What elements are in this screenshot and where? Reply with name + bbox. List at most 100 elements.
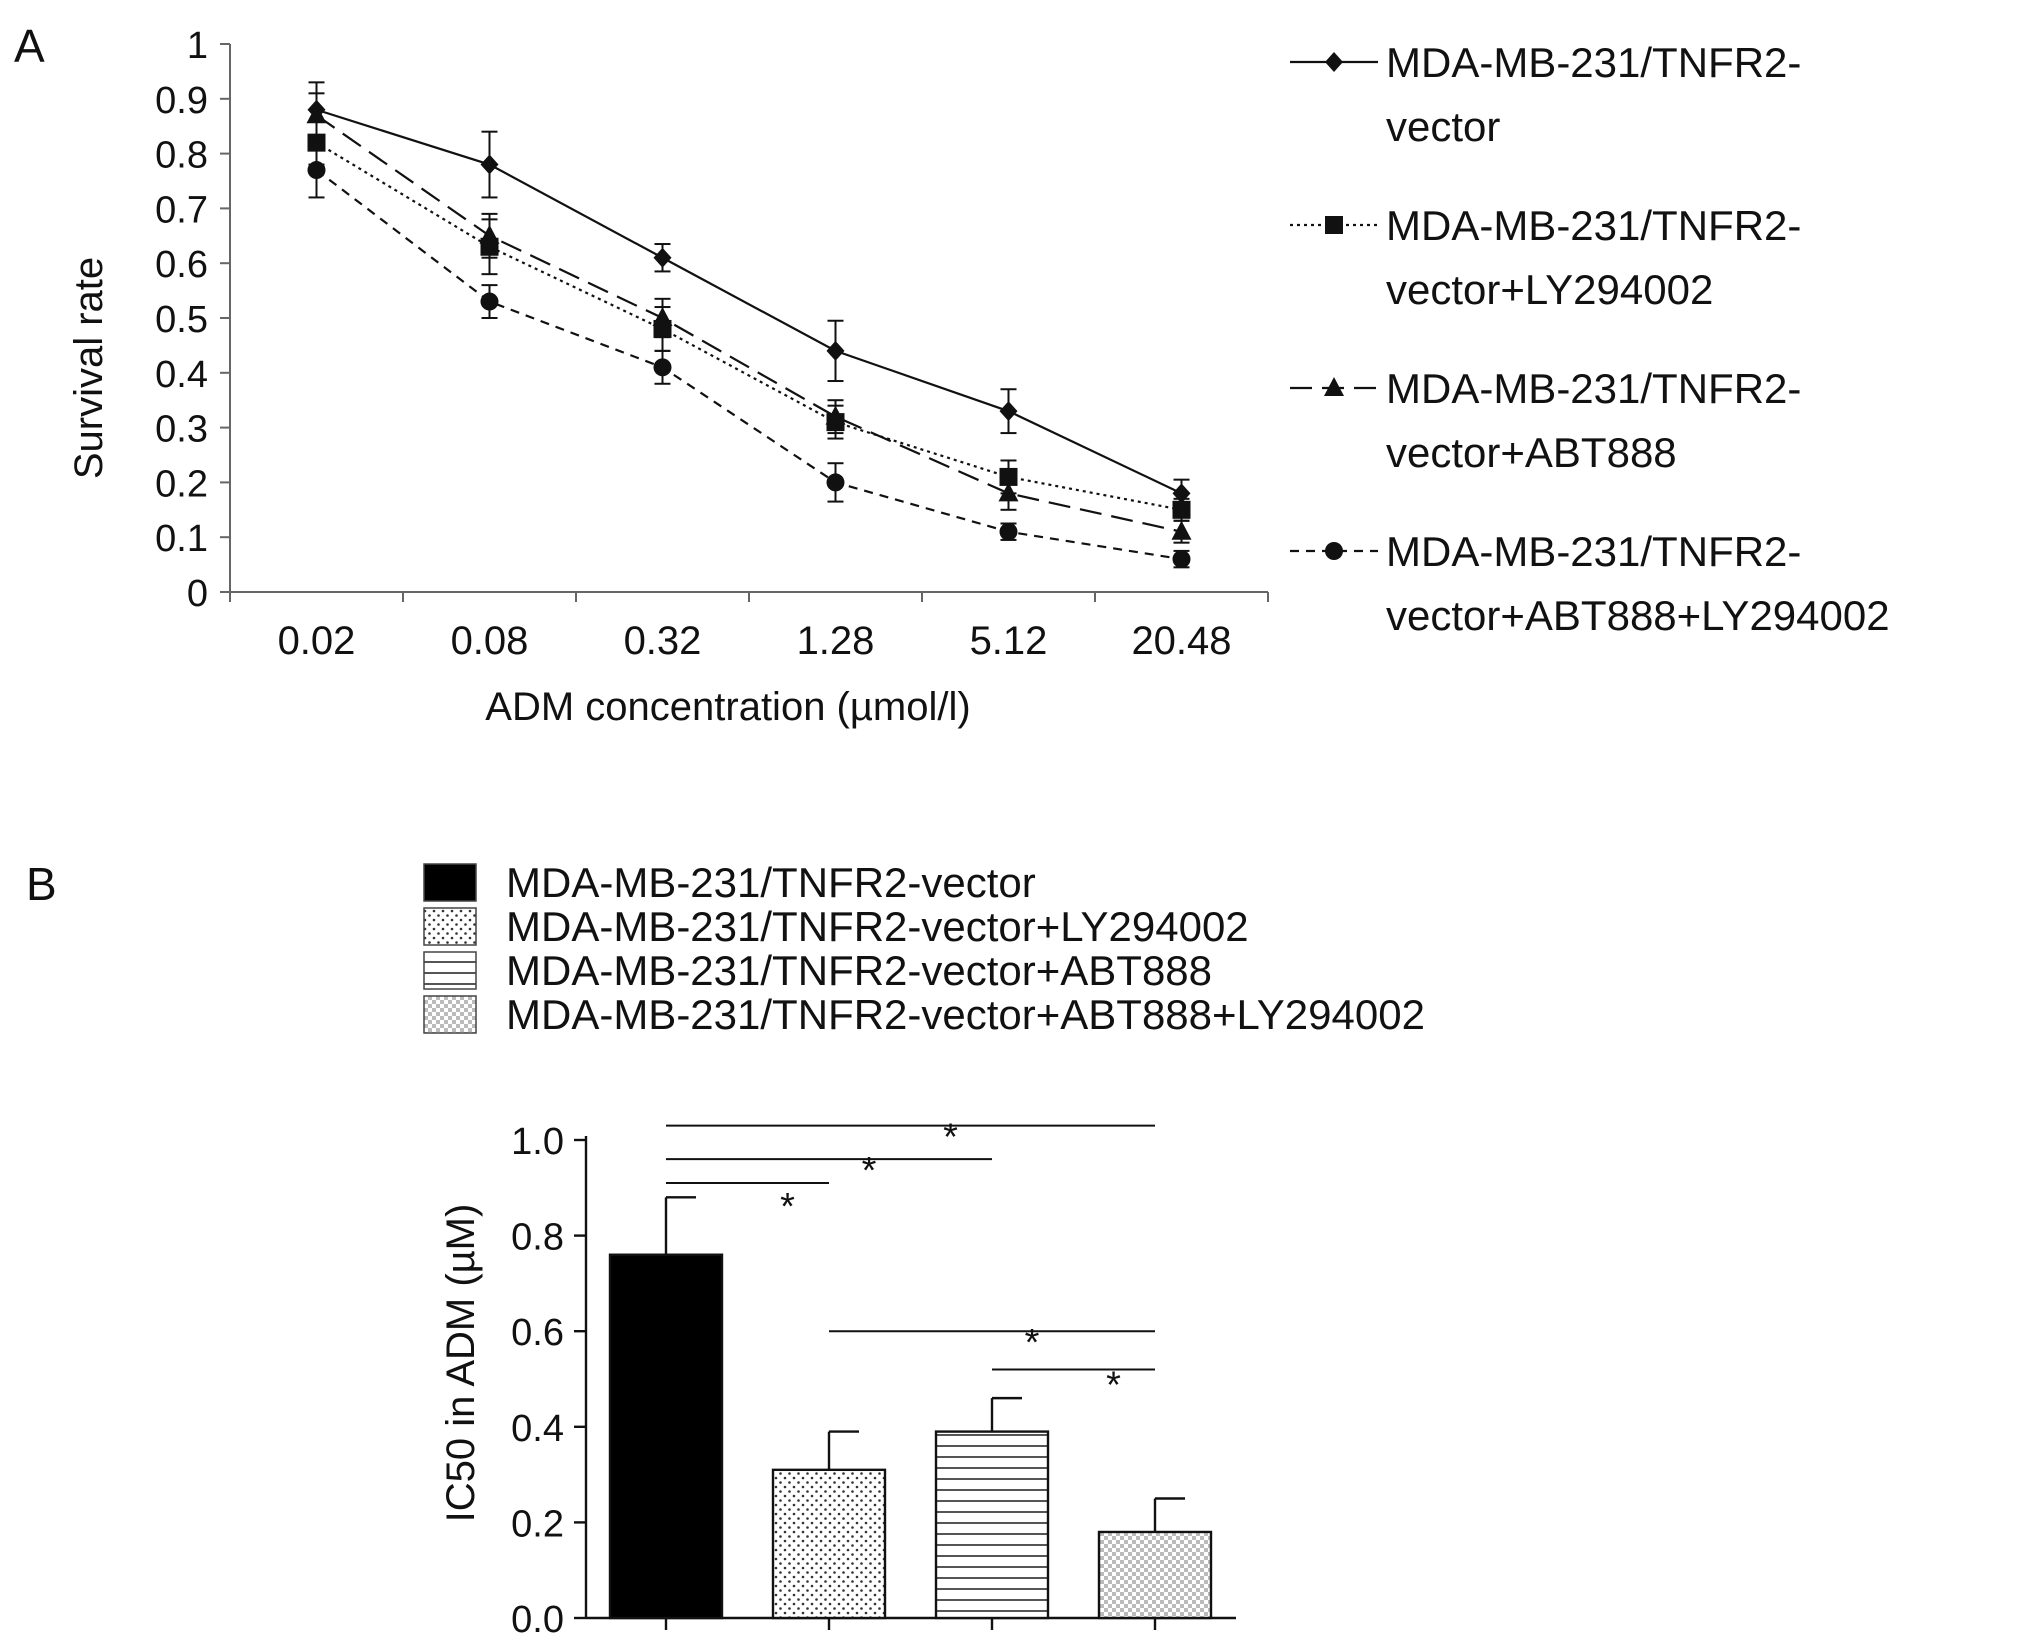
series-line	[315, 114, 1182, 533]
series-1	[307, 81, 1191, 509]
legend-label: MDA-MB-231/TNFR2-vector+ABT888	[506, 947, 1212, 994]
significance-star: *	[943, 1117, 958, 1159]
y-tick-label: 0.5	[155, 299, 208, 341]
data-point	[653, 247, 672, 268]
x-tick-label: 0.02	[278, 619, 356, 663]
significance-star: *	[780, 1186, 795, 1228]
series-4	[307, 141, 1191, 569]
data-point	[999, 522, 1018, 541]
legend-swatch	[423, 907, 477, 946]
y-tick-label: 1.0	[511, 1121, 564, 1163]
x-tick-label: 0.32	[624, 619, 702, 663]
bar	[608, 1253, 724, 1620]
legend-entry-2: MDA-MB-231/TNFR2-vector+LY294002	[1290, 202, 1801, 313]
bar	[934, 1430, 1050, 1620]
data-point	[1172, 500, 1191, 519]
significance-bracket-5: *	[992, 1364, 1155, 1406]
data-point	[825, 405, 846, 425]
legend-label-line2: vector+ABT888+LY294002	[1386, 592, 1890, 639]
legend-entry-2: MDA-MB-231/TNFR2-vector+LY294002	[423, 903, 1249, 950]
y-tick-label: 0.3	[155, 409, 208, 451]
y-tick-label: 0.9	[155, 80, 208, 122]
legend-label-line1: MDA-MB-231/TNFR2-	[1386, 365, 1801, 412]
line-chart-x-axis-label: ADM concentration (µmol/l)	[485, 685, 970, 729]
significance-bracket-4: *	[829, 1322, 1155, 1364]
significance-bracket-1: *	[666, 1182, 829, 1228]
series-2	[307, 119, 1191, 522]
panel-b-label: B	[26, 858, 57, 910]
x-tick-label: 5.12	[970, 619, 1048, 663]
line-chart-y-tick-labels: 0 0.1 0.2 0.3 0.4 0.5 0.6 0.7 0.8 0.9 1	[155, 25, 208, 615]
line-chart-series	[306, 81, 1192, 569]
legend-marker	[1325, 216, 1343, 234]
y-tick-label: 0.1	[155, 518, 208, 560]
significance-bracket-3: *	[666, 1117, 1155, 1159]
data-point	[307, 161, 326, 180]
data-point	[653, 358, 672, 377]
y-tick-label: 0.2	[511, 1503, 564, 1545]
legend-entry-4: MDA-MB-231/TNFR2-vector+ABT888+LY294002	[423, 991, 1425, 1038]
legend-label-line1: MDA-MB-231/TNFR2-	[1386, 39, 1801, 86]
y-tick-label: 0.0	[511, 1599, 564, 1641]
significance-star: *	[862, 1150, 877, 1192]
line-chart-y-axis-label: Survival rate	[67, 257, 111, 479]
bar-chart-y-axis-label: IC50 in ADM (µM)	[439, 1204, 483, 1523]
y-tick-label: 0	[187, 573, 208, 615]
series-line	[316, 108, 1182, 495]
data-point	[480, 154, 499, 175]
bar-group-4	[1097, 1497, 1213, 1620]
data-point	[1172, 550, 1191, 569]
y-tick-label: 0.7	[155, 189, 208, 231]
data-point	[652, 307, 673, 326]
x-tick-label: 0.08	[451, 619, 529, 663]
data-point	[998, 482, 1019, 502]
y-tick-label: 0.8	[511, 1217, 564, 1259]
legend-label-line2: vector+ABT888	[1386, 429, 1677, 476]
y-tick-label: 1	[187, 25, 208, 67]
bar-chart: MDA-MB-231/TNFR2-vectorMDA-MB-231/TNFR2-…	[423, 859, 1425, 1641]
y-tick-label: 0.2	[155, 463, 208, 505]
legend-marker	[1325, 52, 1343, 72]
line-chart-legend: MDA-MB-231/TNFR2-vectorMDA-MB-231/TNFR2-…	[1290, 39, 1890, 639]
data-point	[306, 104, 327, 124]
line-chart-axes	[220, 43, 1269, 602]
x-tick-label: 20.48	[1131, 619, 1231, 663]
line-chart: 00.10.20.30.40.50.60.70.80.91 0.02 0.08 0.…	[67, 25, 1890, 729]
legend-label: MDA-MB-231/TNFR2-vector+LY294002	[506, 903, 1249, 950]
y-tick-label: 0.8	[155, 135, 208, 177]
y-tick-label: 0.4	[511, 1408, 564, 1450]
series-line	[315, 169, 1182, 561]
data-point	[826, 340, 845, 361]
significance-brackets: * * * * *	[666, 1117, 1155, 1406]
legend-swatch	[423, 951, 477, 990]
y-tick-label: 0.6	[511, 1312, 564, 1354]
legend-swatch	[423, 995, 477, 1034]
legend-entry-3: MDA-MB-231/TNFR2-vector+ABT888	[423, 947, 1212, 994]
x-tick-label: 1.28	[797, 619, 875, 663]
significance-bracket-2: *	[666, 1150, 992, 1192]
legend-label-line2: vector	[1386, 103, 1500, 150]
legend-entry-4: MDA-MB-231/TNFR2- vector+ABT888+LY294002	[1290, 528, 1890, 639]
legend-label-line1: MDA-MB-231/TNFR2-	[1386, 202, 1801, 249]
bar-chart-y-tick-labels: 0.0 0.2 0.4 0.6 0.8 1.0	[511, 1121, 564, 1641]
y-tick-label: 0.6	[155, 244, 208, 286]
legend-label-line1: MDA-MB-231/TNFR2-	[1386, 528, 1801, 575]
bar-group-3	[934, 1396, 1050, 1620]
data-point	[479, 224, 500, 244]
bar	[771, 1468, 887, 1620]
legend-swatch	[423, 863, 477, 902]
legend-marker	[1325, 542, 1343, 560]
bar	[1097, 1530, 1213, 1620]
significance-star: *	[1025, 1322, 1040, 1364]
data-point	[480, 292, 499, 311]
data-point	[826, 473, 845, 492]
significance-star: *	[1106, 1364, 1121, 1406]
legend-entry-1: MDA-MB-231/TNFR2- vector	[1290, 39, 1801, 150]
legend-marker	[1324, 377, 1344, 396]
legend-entry-3: MDA-MB-231/TNFR2- vector+ABT888	[1290, 365, 1801, 476]
bar-chart-legend: MDA-MB-231/TNFR2-vectorMDA-MB-231/TNFR2-…	[423, 859, 1425, 1038]
bar-group-1	[608, 1196, 724, 1620]
data-point	[999, 401, 1018, 422]
series-3	[306, 92, 1192, 544]
panel-a-label: A	[14, 20, 45, 72]
